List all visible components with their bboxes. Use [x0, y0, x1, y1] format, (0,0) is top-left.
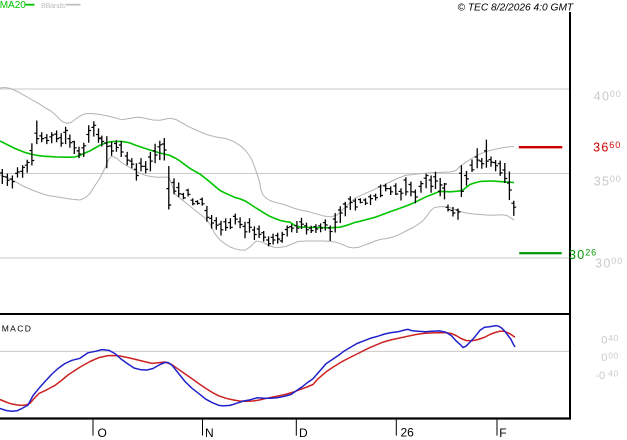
svg-text:40: 40 — [608, 333, 618, 343]
svg-text:00: 00 — [610, 174, 622, 184]
svg-text:30: 30 — [569, 248, 586, 262]
svg-text:D: D — [299, 426, 308, 440]
svg-text:26: 26 — [585, 248, 597, 258]
svg-text:0: 0 — [601, 334, 607, 346]
svg-text:-0: -0 — [595, 370, 605, 382]
svg-text:MA20: MA20 — [0, 0, 26, 11]
svg-text:00: 00 — [608, 351, 618, 361]
svg-text:60: 60 — [609, 140, 621, 150]
svg-text:30: 30 — [595, 257, 612, 271]
svg-text:40: 40 — [608, 368, 618, 378]
svg-text:N: N — [205, 426, 214, 440]
svg-text:BBands: BBands — [41, 1, 65, 10]
svg-text:00: 00 — [610, 89, 622, 99]
svg-text:36: 36 — [593, 141, 610, 155]
svg-text:MACD: MACD — [2, 324, 33, 334]
svg-text:© TEC 8/2/2026 4:0 GMT: © TEC 8/2/2026 4:0 GMT — [458, 2, 574, 13]
svg-text:40: 40 — [594, 90, 611, 104]
svg-text:26: 26 — [401, 426, 415, 440]
svg-text:F: F — [499, 426, 506, 440]
svg-text:00: 00 — [611, 256, 623, 266]
svg-text:0: 0 — [601, 352, 607, 364]
svg-text:35: 35 — [594, 175, 611, 189]
svg-text:O: O — [98, 426, 107, 440]
